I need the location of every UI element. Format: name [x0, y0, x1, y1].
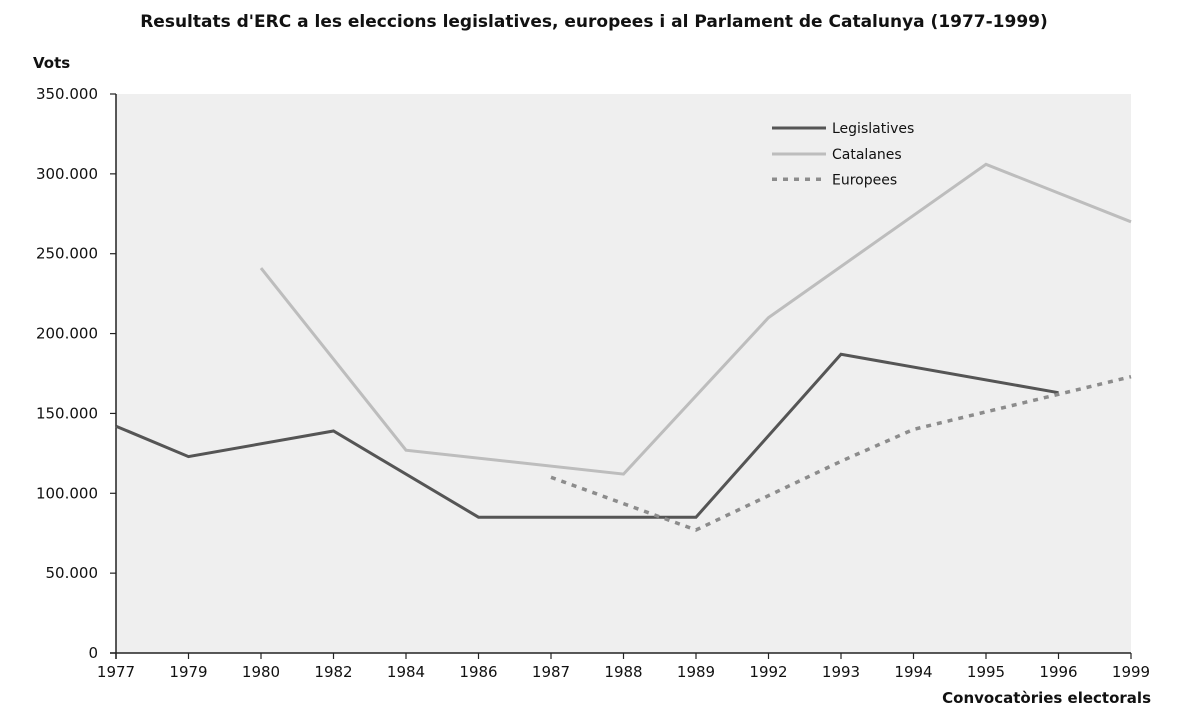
x-axis-label: Convocatòries electorals [942, 689, 1151, 707]
x-tick-label: 1987 [532, 663, 570, 681]
series-line-catalanes [259, 162, 1132, 476]
series-line-europees [550, 374, 1132, 532]
chart-title: Resultats d'ERC a les eleccions legislat… [140, 12, 1048, 32]
x-tick-label: 1996 [1039, 663, 1077, 681]
legend-label-legislatives: Legislatives [832, 121, 914, 137]
x-tick-label: 1994 [894, 663, 932, 681]
series-line-legislatives [115, 352, 1059, 519]
x-tick-label: 1993 [822, 663, 860, 681]
x-tick-label: 1977 [97, 663, 135, 681]
x-tick-label: 1982 [314, 663, 352, 681]
x-tick-label: 1984 [387, 663, 425, 681]
x-tick-label: 1986 [459, 663, 497, 681]
x-tick-label: 1989 [677, 663, 715, 681]
y-tick-label: 300.000 [36, 165, 98, 183]
x-tick-label: 1999 [1112, 663, 1150, 681]
y-tick-label: 200.000 [36, 325, 98, 343]
y-tick-label: 0 [88, 644, 98, 662]
y-axis-label: Vots [33, 54, 71, 72]
legend-label-europees: Europees [832, 172, 897, 188]
y-tick-label: 100.000 [36, 484, 98, 502]
legend-label-catalanes: Catalanes [832, 147, 902, 163]
x-tick-label: 1992 [749, 663, 787, 681]
y-tick-label: 50.000 [46, 564, 99, 582]
x-tick-label: 1980 [242, 663, 280, 681]
x-tick-label: 1988 [604, 663, 642, 681]
y-tick-label: 250.000 [36, 245, 98, 263]
y-tick-label: 350.000 [36, 85, 98, 103]
y-tick-label: 150.000 [36, 404, 98, 422]
x-tick-label: 1979 [169, 663, 207, 681]
plot-area [116, 94, 1131, 653]
x-tick-label: 1995 [967, 663, 1005, 681]
